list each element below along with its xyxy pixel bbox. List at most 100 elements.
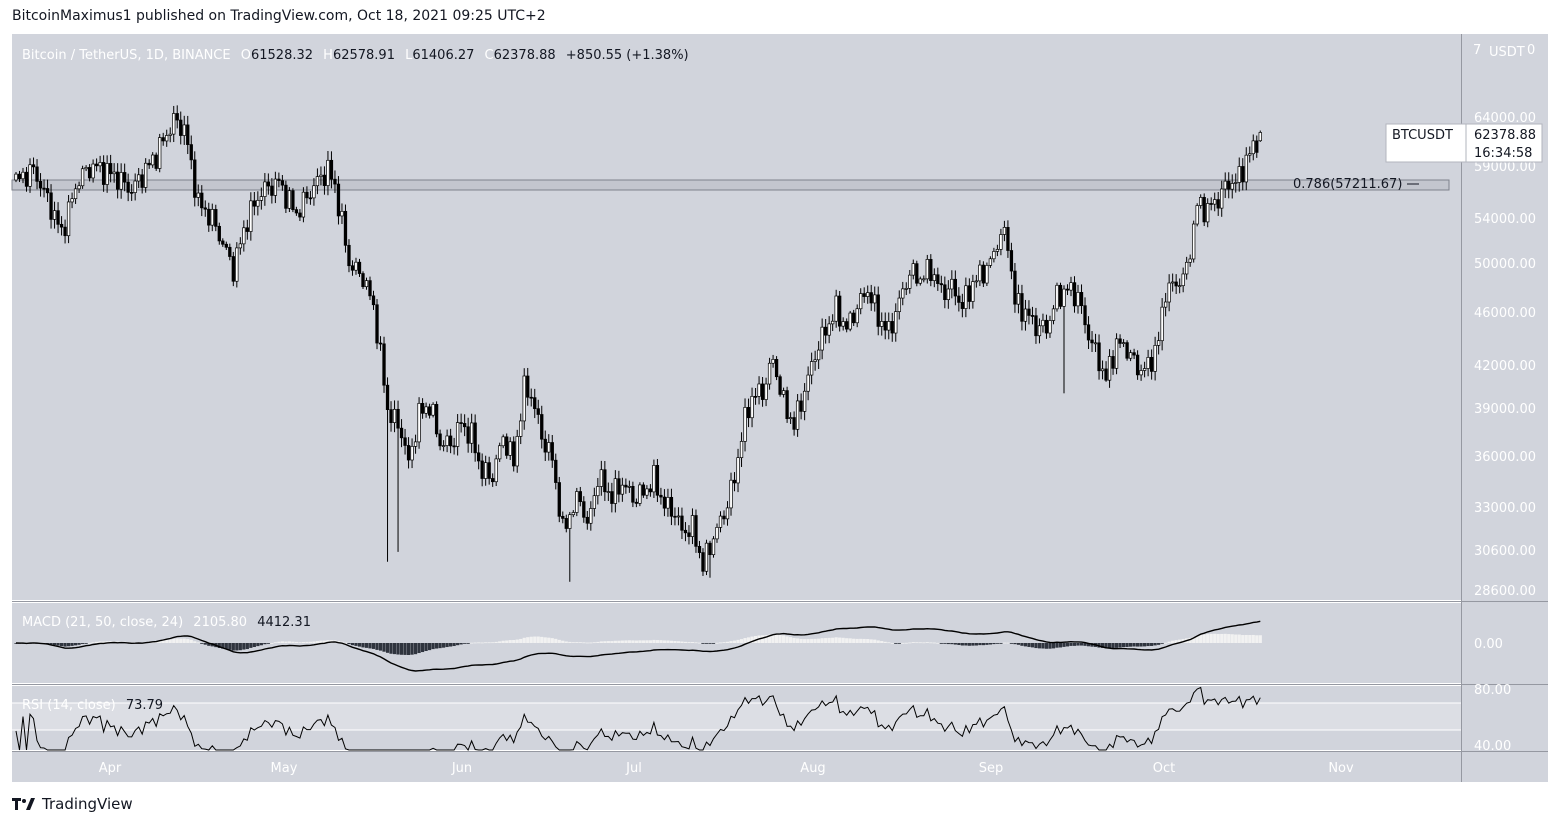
candle — [869, 284, 873, 311]
candle — [1020, 284, 1024, 331]
candle — [45, 179, 50, 202]
candle — [154, 152, 158, 171]
macd-histogram-bar — [417, 643, 421, 654]
candle-body — [196, 192, 200, 198]
candle-body — [936, 274, 940, 284]
candle — [792, 411, 796, 436]
macd-histogram-bar — [431, 643, 435, 650]
candle — [91, 159, 95, 183]
candle — [897, 290, 901, 320]
macd-histogram-bar — [1051, 643, 1056, 649]
candle-body — [147, 162, 151, 166]
candle — [855, 304, 859, 328]
price-tag-box[interactable] — [1385, 123, 1543, 163]
macd-histogram-bar — [880, 641, 884, 643]
candle — [1090, 331, 1094, 353]
fib-0786-zone[interactable] — [11, 179, 1450, 191]
candle — [263, 173, 267, 206]
macd-histogram-bar — [449, 643, 453, 647]
macd-histogram-bar — [1188, 637, 1192, 643]
candle — [564, 514, 568, 533]
candle — [785, 386, 789, 423]
candle-body — [1083, 305, 1087, 326]
candle — [981, 261, 986, 288]
candle-body — [792, 417, 796, 430]
macd-histogram-bar — [494, 641, 498, 643]
candle-body — [133, 180, 137, 193]
candle-body — [193, 159, 197, 198]
candle — [280, 175, 285, 191]
candle-body — [743, 407, 747, 442]
candle — [799, 393, 803, 420]
candle — [750, 387, 754, 428]
tradingview-logo-icon[interactable] — [12, 798, 36, 810]
candle-body — [14, 173, 18, 181]
candle — [182, 115, 186, 145]
candle — [123, 163, 127, 192]
candle-body — [340, 210, 344, 217]
macd-histogram-bar — [207, 643, 211, 646]
macd-histogram-bar — [158, 640, 162, 643]
macd-histogram-bar — [873, 639, 877, 643]
candle — [554, 453, 558, 490]
candle — [543, 430, 547, 461]
candle — [1114, 333, 1119, 375]
candle — [515, 429, 519, 473]
candle — [228, 243, 232, 261]
candle-body — [669, 496, 674, 517]
candle — [508, 437, 512, 461]
low-value: 61406.27 — [412, 48, 474, 63]
macd-histogram-bar — [231, 643, 235, 651]
candle-body — [59, 223, 64, 228]
candle-body — [1170, 281, 1175, 284]
candle — [1100, 360, 1105, 380]
macd-histogram-bar — [789, 637, 793, 643]
candle-body — [561, 515, 565, 519]
macd-histogram-bar — [319, 640, 323, 643]
candle — [1051, 305, 1056, 325]
candle-body — [214, 209, 218, 227]
candle — [1079, 284, 1084, 314]
candle-body — [1234, 182, 1238, 184]
candle-body — [151, 154, 155, 166]
macd-histogram-bar — [501, 640, 505, 643]
candle — [417, 397, 421, 449]
candle-body — [512, 441, 516, 467]
candle-body — [578, 491, 582, 502]
candle-body — [119, 172, 123, 190]
candle — [151, 152, 155, 168]
candle — [1234, 173, 1238, 193]
candle — [294, 206, 299, 216]
high-label: H — [323, 48, 333, 63]
macd-histogram-bar — [1146, 643, 1150, 647]
chart-canvas[interactable]: 0.786(57211.67) Bitcoin / TetherUS, 1D, … — [0, 0, 1561, 790]
candle — [221, 238, 225, 247]
macd-histogram-bar — [1107, 643, 1112, 649]
macd-histogram-bar — [182, 638, 186, 643]
candle-body — [378, 342, 383, 345]
macd-histogram-bar — [280, 641, 284, 643]
candle-body — [1020, 293, 1024, 322]
macd-histogram-bar — [245, 643, 249, 650]
price-panel-bg — [12, 34, 1461, 600]
candle — [200, 185, 204, 217]
candle — [736, 448, 740, 493]
macd-histogram-bar — [925, 642, 929, 643]
candle-body — [760, 383, 765, 400]
candle-body — [1258, 132, 1262, 142]
macd-histogram-bar — [897, 643, 901, 644]
candle — [988, 256, 993, 268]
candle — [771, 354, 775, 368]
candle — [179, 111, 183, 145]
candle — [957, 287, 961, 312]
macd-histogram-bar — [869, 639, 873, 643]
candle — [722, 510, 726, 525]
macd-histogram-bar — [957, 643, 961, 646]
candle-body — [1086, 324, 1091, 341]
candle-body — [441, 445, 446, 447]
macd-histogram-bar — [554, 638, 558, 643]
macd-histogram-bar — [456, 643, 460, 646]
macd-histogram-bar — [266, 643, 270, 644]
macd-histogram-bar — [1202, 634, 1206, 643]
candle — [1163, 292, 1168, 317]
